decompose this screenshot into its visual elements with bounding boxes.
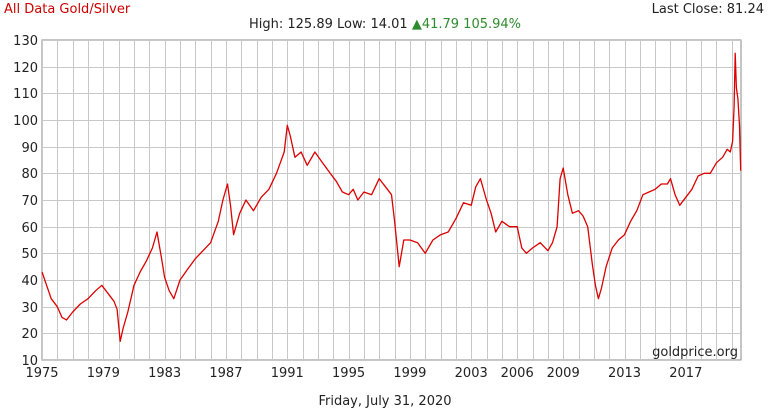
x-tick-label: 1987 bbox=[209, 366, 242, 381]
x-tick-label: 1983 bbox=[148, 366, 181, 381]
x-tick-label: 1979 bbox=[87, 366, 120, 381]
low-label: Low: bbox=[337, 17, 367, 32]
watermark-text: goldprice.org bbox=[652, 345, 738, 360]
y-tick-label: 10 bbox=[21, 354, 38, 369]
change-value: 41.79 bbox=[421, 17, 460, 32]
y-tick-label: 20 bbox=[21, 327, 38, 342]
high-label: High: bbox=[248, 17, 284, 32]
y-tick-label: 130 bbox=[13, 34, 38, 49]
y-tick-label: 80 bbox=[21, 167, 38, 182]
x-tick-label: 1995 bbox=[332, 366, 365, 381]
stats-line: High: 125.89 Low: 14.01 ▲41.79 105.94% bbox=[0, 17, 770, 32]
change-up-icon: ▲ bbox=[411, 17, 422, 32]
chart-date: Friday, July 31, 2020 bbox=[318, 394, 452, 409]
last-close-value: 81.24 bbox=[726, 2, 764, 17]
x-tick-label: 1975 bbox=[25, 366, 58, 381]
y-tick-label: 50 bbox=[21, 247, 38, 262]
y-tick-label: 30 bbox=[21, 301, 38, 316]
y-tick-label: 90 bbox=[21, 141, 38, 156]
y-tick-label: 110 bbox=[13, 87, 38, 102]
low-value: 14.01 bbox=[370, 17, 408, 32]
chart-title: All Data Gold/Silver bbox=[4, 2, 131, 17]
x-tick-label: 1991 bbox=[271, 366, 304, 381]
x-tick-label: 2003 bbox=[455, 366, 488, 381]
x-tick-label: 2017 bbox=[669, 366, 702, 381]
y-tick-label: 120 bbox=[13, 61, 38, 76]
y-tick-label: 40 bbox=[21, 274, 38, 289]
x-tick-label: 2013 bbox=[608, 366, 641, 381]
x-tick-label: 2006 bbox=[501, 366, 534, 381]
high-value: 125.89 bbox=[287, 17, 333, 32]
change-percent: 105.94% bbox=[463, 17, 522, 32]
y-tick-label: 70 bbox=[21, 194, 38, 209]
y-tick-label: 100 bbox=[13, 114, 38, 129]
x-tick-label: 1999 bbox=[393, 366, 426, 381]
series-line bbox=[41, 52, 742, 342]
y-tick-label: 60 bbox=[21, 221, 38, 236]
x-tick-label: 2009 bbox=[547, 366, 580, 381]
last-close: Last Close: 81.24 bbox=[652, 2, 764, 17]
last-close-label: Last Close: bbox=[651, 2, 723, 17]
